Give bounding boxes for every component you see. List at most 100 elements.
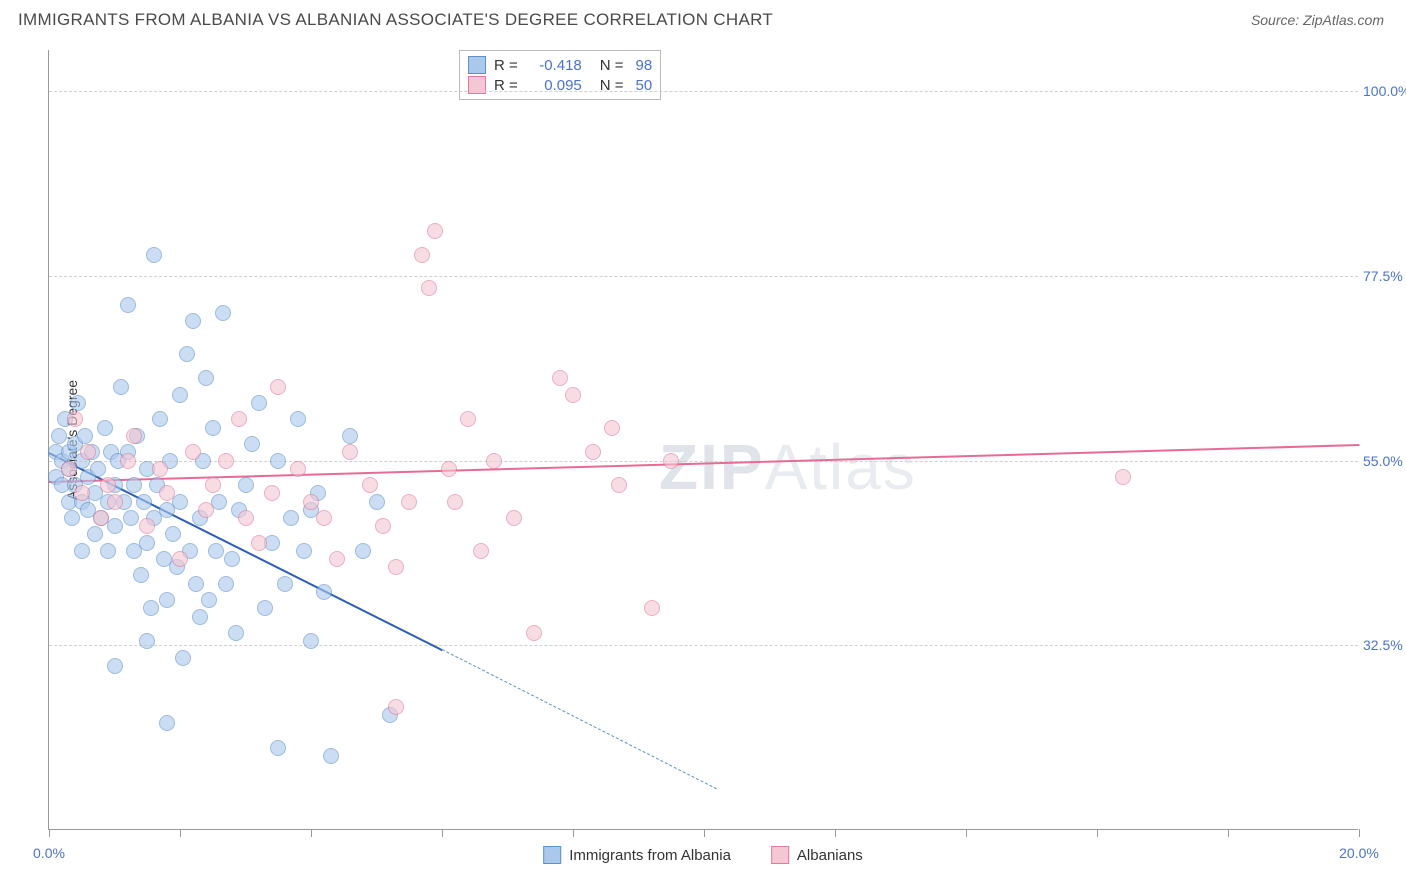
x-tick-label: 0.0% (33, 845, 65, 861)
x-tick (311, 829, 312, 837)
data-point (552, 370, 568, 386)
data-point (107, 494, 123, 510)
data-point (172, 387, 188, 403)
data-point (159, 485, 175, 501)
data-point (185, 444, 201, 460)
data-point (205, 420, 221, 436)
data-point (369, 494, 385, 510)
stats-row: R = -0.418 N = 98 (468, 55, 652, 75)
data-point (107, 658, 123, 674)
r-value: -0.418 (526, 57, 582, 74)
data-point (355, 543, 371, 559)
data-point (80, 444, 96, 460)
data-point (506, 510, 522, 526)
y-tick-label: 77.5% (1363, 268, 1406, 284)
data-point (198, 502, 214, 518)
data-point (74, 485, 90, 501)
data-point (296, 543, 312, 559)
data-point (270, 379, 286, 395)
data-point (188, 576, 204, 592)
data-point (611, 477, 627, 493)
data-point (283, 510, 299, 526)
legend-item: Immigrants from Albania (543, 846, 731, 864)
data-point (277, 576, 293, 592)
data-point (401, 494, 417, 510)
data-point (172, 551, 188, 567)
x-tick (966, 829, 967, 837)
data-point (136, 494, 152, 510)
data-point (362, 477, 378, 493)
data-point (644, 600, 660, 616)
data-point (375, 518, 391, 534)
data-point (93, 510, 109, 526)
data-point (238, 510, 254, 526)
y-tick-label: 100.0% (1363, 83, 1406, 99)
data-point (64, 510, 80, 526)
grid-line (49, 91, 1358, 92)
r-label: R = (494, 57, 518, 74)
data-point (323, 748, 339, 764)
data-point (201, 592, 217, 608)
data-point (585, 444, 601, 460)
x-tick (1359, 829, 1360, 837)
source-attribution: Source: ZipAtlas.com (1251, 12, 1384, 28)
n-label: N = (600, 57, 624, 74)
data-point (427, 223, 443, 239)
data-point (133, 567, 149, 583)
data-point (123, 510, 139, 526)
data-point (198, 370, 214, 386)
data-point (146, 247, 162, 263)
data-point (388, 699, 404, 715)
data-point (342, 444, 358, 460)
legend-swatch (771, 846, 789, 864)
data-point (329, 551, 345, 567)
grid-line (49, 461, 1358, 462)
data-point (100, 477, 116, 493)
y-tick-label: 55.0% (1363, 453, 1406, 469)
data-point (342, 428, 358, 444)
data-point (526, 625, 542, 641)
regression-line-extrapolated (442, 649, 718, 789)
data-point (316, 510, 332, 526)
grid-line (49, 645, 1358, 646)
data-point (604, 420, 620, 436)
plot-area: ZIPAtlas R =-0.418N =98R =0.095N =50 32.… (48, 50, 1358, 830)
data-point (74, 543, 90, 559)
data-point (126, 477, 142, 493)
data-point (1115, 469, 1131, 485)
correlation-stats-box: R =-0.418N =98R =0.095N =50 (459, 50, 661, 100)
n-value: 98 (636, 57, 653, 74)
data-point (388, 559, 404, 575)
data-point (67, 411, 83, 427)
data-point (139, 633, 155, 649)
data-point (316, 584, 332, 600)
data-point (460, 411, 476, 427)
data-point (159, 592, 175, 608)
data-point (441, 461, 457, 477)
x-tick (49, 829, 50, 837)
data-point (228, 625, 244, 641)
data-point (97, 420, 113, 436)
scatter-chart: Associate's Degree ZIPAtlas R =-0.418N =… (48, 50, 1358, 830)
data-point (218, 576, 234, 592)
y-tick-label: 32.5% (1363, 637, 1406, 653)
data-point (215, 305, 231, 321)
data-point (218, 453, 234, 469)
data-point (231, 411, 247, 427)
x-tick (573, 829, 574, 837)
data-point (224, 551, 240, 567)
data-point (152, 411, 168, 427)
data-point (165, 526, 181, 542)
x-tick (180, 829, 181, 837)
data-point (175, 650, 191, 666)
data-point (303, 633, 319, 649)
series-swatch (468, 56, 486, 74)
watermark: ZIPAtlas (659, 430, 917, 504)
data-point (87, 526, 103, 542)
data-point (100, 543, 116, 559)
data-point (663, 453, 679, 469)
data-point (179, 346, 195, 362)
data-point (257, 600, 273, 616)
legend: Immigrants from AlbaniaAlbanians (543, 846, 863, 864)
data-point (192, 609, 208, 625)
